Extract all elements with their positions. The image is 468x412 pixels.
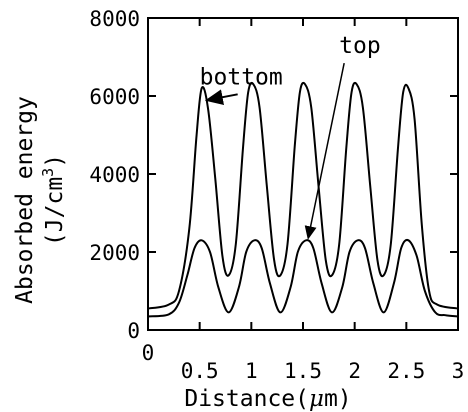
y-axis-title-line2: (J/cm3) [39,154,68,246]
y-axis-title-superscript: 3 [39,168,57,177]
annotation-arrow-bottom [204,89,238,106]
annotation-arrow-top [304,62,345,240]
y-axis-title: Absorbed energy (J/cm3) [12,96,68,304]
y-tick-label: 8000 [89,7,140,31]
x-axis-title-mu: μ [309,386,324,412]
x-axis-ticks: 0 0.5 1 1.5 2 2.5 3 [142,18,465,383]
x-tick-label: 2 [348,359,361,383]
y-axis-title-line1: Absorbed energy [12,96,38,304]
y-tick-label: 6000 [89,85,140,109]
x-tick-label: 0 [142,341,155,365]
x-tick-label: 2.5 [387,359,425,383]
x-tick-label: 0.5 [181,359,219,383]
x-tick-label: 1.5 [284,359,322,383]
annotation-label-bottom: bottom [200,64,283,90]
y-axis-ticks: 0 2000 4000 6000 8000 [89,7,458,343]
x-axis-title-suffix: m) [324,386,352,412]
annotation-label-top: top [339,33,381,59]
y-axis-title-line2-suffix: ) [42,154,68,168]
annotation-layer: bottom top [200,33,381,240]
x-axis-title: Distance(μm) [184,386,351,412]
y-axis-title-line2-prefix: (J/cm [42,177,68,246]
y-tick-label: 0 [127,319,140,343]
x-axis-title-prefix: Distance( [184,386,309,412]
x-tick-label: 3 [452,359,465,383]
series-line-bottom [147,81,459,310]
y-tick-label: 4000 [89,163,140,187]
series-line-top [147,238,459,318]
y-tick-label: 2000 [89,241,140,265]
x-tick-label: 1 [245,359,258,383]
series-layer [147,81,459,318]
